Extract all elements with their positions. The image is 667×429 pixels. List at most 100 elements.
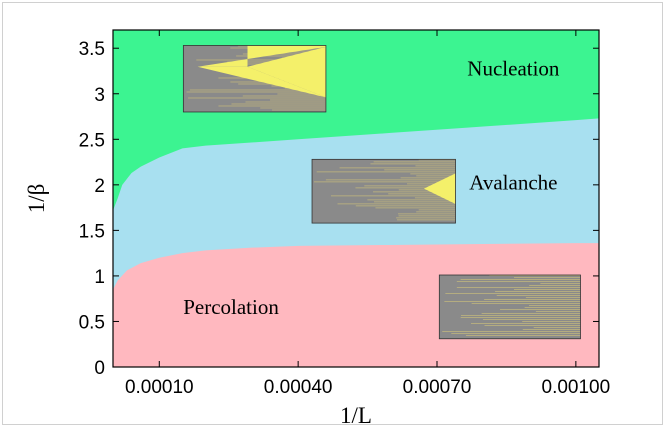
x-axis-ticks: 0.00010 0.00040 0.00070 0.00100 (125, 30, 610, 398)
inset-stripe (416, 211, 456, 213)
y-tick-label: 0.5 (79, 312, 105, 333)
inset-stripe (465, 335, 581, 337)
inset-border (182, 45, 327, 113)
inset-stripe (529, 285, 581, 287)
inset-stripe (189, 89, 326, 91)
inset-yellow-wedge (182, 45, 327, 113)
inset-stripe (513, 289, 581, 291)
inset-stripe (418, 209, 456, 211)
inset-stripe (313, 181, 456, 183)
inset-stripe (186, 91, 326, 93)
inset-stripe (414, 197, 456, 199)
inset-stripe (384, 169, 456, 171)
inset-stripe (456, 287, 581, 289)
inset-stripe (484, 325, 581, 327)
x-tick-label: 0.00010 (125, 377, 194, 398)
inset-stripe (260, 107, 326, 109)
inset-wedge-fill (247, 46, 326, 98)
inset-stripe (242, 53, 326, 55)
inset-stripe (330, 195, 456, 197)
inset-wedge-top (197, 45, 326, 67)
inset-stripe (484, 299, 581, 301)
y-axis-ticks: 0 0.5 1 1.5 2 2.5 3 3.5 (79, 39, 599, 379)
inset-stripe (525, 297, 581, 299)
inset-stripe (272, 109, 326, 111)
inset-border (438, 274, 581, 340)
inset-stripe (245, 101, 326, 103)
inset-stripe (442, 331, 581, 333)
x-tick-label: 0.00100 (542, 377, 611, 398)
inset-stripe (236, 55, 326, 57)
inset-stripe (325, 179, 456, 181)
inset-stripe (396, 217, 456, 219)
inset-stripe (471, 303, 581, 305)
y-tick-label: 0 (94, 358, 105, 379)
inset-stripe (337, 203, 456, 205)
inset-stripe (367, 199, 456, 201)
inset-wedge (423, 173, 456, 204)
x-axis-label: 1/L (340, 403, 372, 428)
inset-stripe (410, 173, 456, 175)
inset-border (311, 158, 456, 224)
region-label-percolation: Percolation (183, 295, 279, 319)
plot-area: Nucleation Avalanche Percolation (113, 30, 599, 367)
y-axis-label: 1/β (24, 184, 49, 214)
inset-stripe (218, 105, 326, 107)
inset-stripe (495, 291, 581, 293)
inset-stripe (540, 283, 581, 285)
inset-stripe (242, 95, 326, 97)
inset-stripe (524, 307, 581, 309)
inset-stripe (231, 103, 326, 105)
inset-stripe (533, 327, 581, 329)
inset-wedge-mid (197, 66, 326, 98)
inset-stripe (375, 207, 456, 209)
inset-stripe (460, 317, 581, 319)
inset-stripe (489, 275, 581, 277)
inset-stripe (373, 161, 456, 163)
inset-stripe (397, 219, 456, 221)
inset-stripe (355, 205, 456, 207)
inset-stripe (461, 315, 581, 317)
x-tick-label: 0.00070 (403, 377, 472, 398)
y-tick-label: 1.5 (79, 221, 105, 242)
inset-stripe (460, 279, 581, 281)
inset-stripe (482, 319, 581, 321)
inset-stripe (270, 99, 326, 101)
x-tick-label: 0.00040 (264, 377, 333, 398)
inset-stripe (316, 171, 456, 173)
y-tick-label: 1 (94, 267, 105, 288)
inset-stripe (364, 185, 456, 187)
inset-stripe (188, 97, 326, 99)
y-tick-label: 2.5 (79, 130, 105, 151)
inset-stripe (196, 59, 326, 61)
inset-stripe (400, 177, 456, 179)
plot-frame (112, 29, 600, 368)
region-label-avalanche: Avalanche (469, 170, 557, 194)
inset-stripe (398, 215, 456, 217)
region-label-nucleation: Nucleation (467, 57, 560, 81)
inset-stripe (370, 163, 456, 165)
inset-stripe (407, 183, 456, 185)
inset-stripe (277, 93, 326, 95)
inset-stripe (418, 159, 456, 161)
inset-stripes (438, 274, 581, 340)
inset-stripe (514, 277, 581, 279)
inset-stripe (416, 175, 456, 177)
inset-stripe (388, 193, 456, 195)
inset-stripe (522, 321, 581, 323)
y-tick-label: 3 (94, 85, 105, 106)
inset-stripe (444, 301, 581, 303)
inset-stripe (500, 309, 581, 311)
inset-stripe (529, 305, 581, 307)
inset-stripe (496, 295, 581, 297)
y-tick-label: 2 (94, 176, 105, 197)
inset-stripe (481, 313, 581, 315)
inset-stripe (373, 191, 456, 193)
inset-small-wedge (311, 158, 456, 224)
inset-stripe (374, 201, 456, 203)
inset-stripe (264, 51, 326, 53)
inset-stripe (445, 293, 581, 295)
y-tick-label: 3.5 (79, 39, 105, 60)
inset-stripe (451, 333, 581, 335)
